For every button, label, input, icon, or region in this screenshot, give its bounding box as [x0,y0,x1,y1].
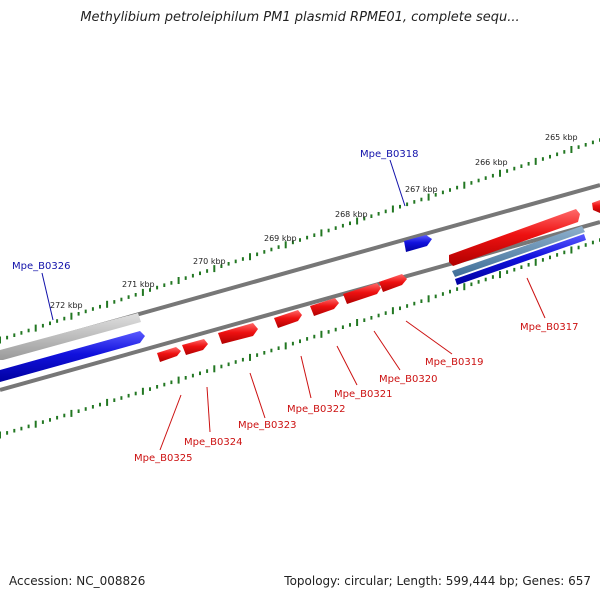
forward-gene-b0324 [182,339,208,355]
leader-b0320 [373,330,401,371]
kbp-label-268: 268 kbp [335,210,368,219]
accession-text: Accession: NC_008826 [9,574,146,588]
leader-b0319 [405,320,453,355]
backbone-inner [0,220,600,392]
gene-label-b0324: Mpe_B0324 [184,437,242,448]
leader-b0318 [389,159,406,207]
reverse-gene-bar-right [455,234,586,285]
inner-tick-track [0,238,600,439]
forward-gene-b0322 [274,310,302,328]
leader-b0322 [300,355,312,399]
leader-b0317 [526,277,546,319]
gene-label-b0326: Mpe_B0326 [12,261,70,272]
leader-b0321 [336,345,358,386]
steel-feature-bar [452,226,585,277]
kbp-label-267: 267 kbp [405,185,438,194]
sequence-summary: Topology: circular; Length: 599,444 bp; … [284,574,591,588]
gene-label-b0321: Mpe_B0321 [334,389,392,400]
gene-label-b0325: Mpe_B0325 [134,453,192,464]
kbp-labels: 265 kbp 266 kbp 267 kbp 268 kbp 269 kbp … [50,133,578,310]
gene-label-b0319: Mpe_B0319 [425,357,483,368]
forward-gene-b0323 [218,323,258,344]
map-title: Methylibium petroleiphilum PM1 plasmid R… [80,10,520,25]
gene-label-b0323: Mpe_B0323 [238,420,296,431]
reverse-gene-b0318 [404,235,432,252]
outer-tick-track [0,138,600,344]
kbp-label-269: 269 kbp [264,234,297,243]
leader-b0326 [41,272,54,321]
kbp-label-272: 272 kbp [50,301,83,310]
gene-label-b0317: Mpe_B0317 [520,322,578,333]
forward-gene-b0325 [157,347,181,362]
gene-label-b0322: Mpe_B0322 [287,404,345,415]
forward-gene-b0319 [379,274,407,292]
bottom-gene-labels: Mpe_B0317 Mpe_B0319 Mpe_B0320 Mpe_B0321 … [134,277,578,464]
gene-label-b0318: Mpe_B0318 [360,149,418,160]
gene-label-b0320: Mpe_B0320 [379,374,437,385]
kbp-label-270: 270 kbp [193,257,226,266]
reverse-gene-bar-left [0,331,145,382]
forward-gene-edge [592,200,600,213]
top-gene-labels: Mpe_B0318 Mpe_B0326 [12,149,418,321]
leader-b0325 [159,394,182,451]
forward-gene-arrows [157,274,407,362]
kbp-label-265: 265 kbp [545,133,578,142]
gray-feature-bar [0,313,141,360]
forward-gene-b0321 [310,298,339,316]
kbp-label-271: 271 kbp [122,280,155,289]
forward-gene-bar-right [449,209,580,266]
leader-b0323 [249,372,266,419]
leader-b0324 [206,386,211,433]
forward-gene-b0320 [343,283,381,304]
kbp-label-266: 266 kbp [475,158,508,167]
